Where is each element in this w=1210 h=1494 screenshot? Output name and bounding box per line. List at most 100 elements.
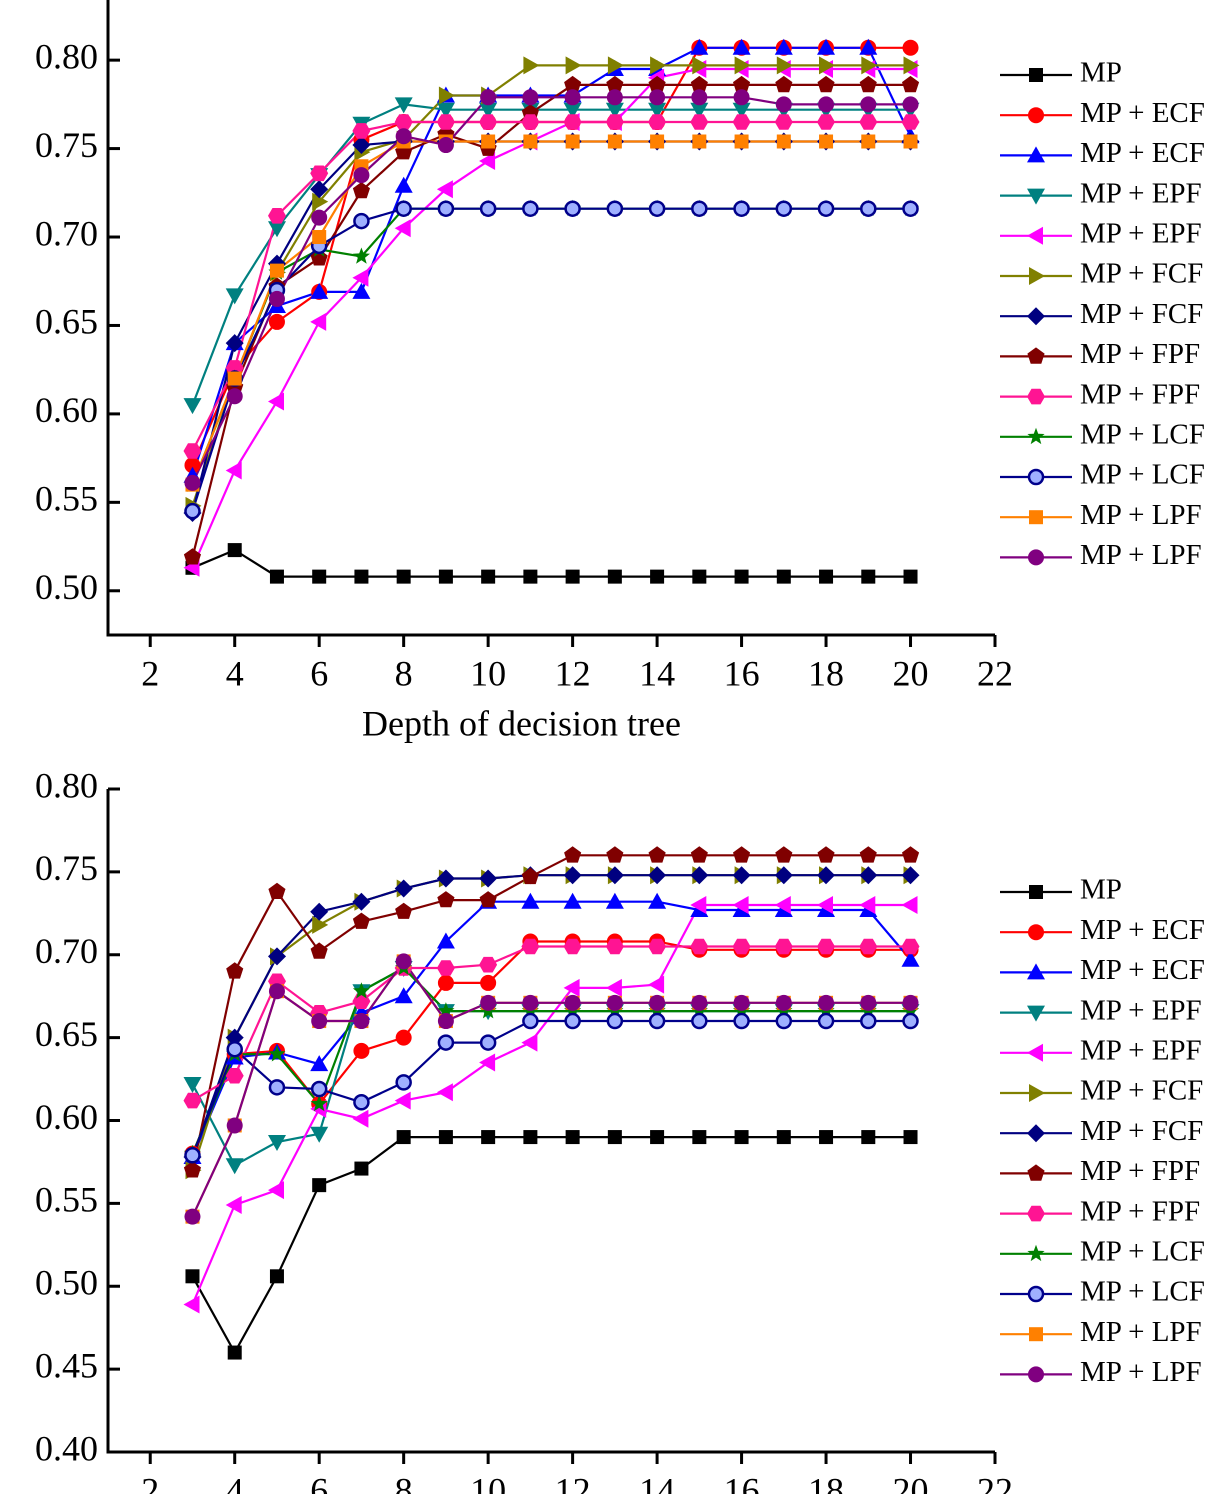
marker (225, 334, 244, 353)
marker (437, 1002, 455, 1019)
marker (859, 38, 878, 55)
marker (563, 892, 582, 909)
marker (310, 1080, 328, 1098)
marker (268, 313, 285, 330)
marker (734, 134, 749, 149)
marker (1029, 1327, 1043, 1342)
marker (859, 866, 878, 885)
marker (311, 1013, 328, 1030)
legend-label: MP + EPF (1080, 1034, 1202, 1066)
marker (268, 1045, 286, 1062)
marker (1027, 188, 1045, 205)
series-line (191, 140, 911, 514)
marker (1028, 107, 1044, 124)
marker (733, 1012, 750, 1030)
marker (521, 938, 540, 955)
legend-label: MP + ECF (1080, 914, 1205, 946)
y-tick-label: 0.45 (35, 1345, 98, 1385)
y-tick-label: 0.60 (35, 1097, 98, 1137)
marker (521, 114, 540, 130)
marker (860, 200, 877, 217)
marker (310, 902, 329, 921)
legend-item: MP + FCF (1000, 1075, 1203, 1107)
marker (1027, 146, 1045, 163)
marker (607, 134, 622, 149)
marker (183, 548, 201, 565)
x-axis-label: Depth of decision tree (362, 703, 681, 743)
marker (268, 1135, 286, 1151)
legend-label: MP + FPF (1080, 338, 1200, 370)
marker (605, 866, 624, 885)
marker (606, 846, 624, 863)
legend-label: MP + LCF (1080, 1235, 1205, 1267)
x-tick-label: 14 (639, 1470, 675, 1494)
marker (648, 866, 667, 885)
marker (565, 56, 582, 75)
marker (312, 915, 329, 934)
marker (311, 209, 328, 226)
marker (860, 994, 877, 1011)
marker (903, 1130, 918, 1145)
marker (437, 200, 455, 217)
series-line (191, 83, 911, 558)
marker (607, 56, 624, 75)
marker (312, 1178, 327, 1193)
marker (268, 392, 284, 411)
marker (523, 1130, 538, 1145)
marker (436, 180, 453, 199)
legend-item: MP + FPF (1000, 378, 1200, 410)
marker (563, 938, 582, 955)
marker (183, 398, 202, 415)
marker (269, 569, 284, 584)
marker (227, 543, 242, 558)
y-tick-label: 0.50 (35, 1263, 98, 1303)
y-tick-label: 0.70 (35, 931, 98, 971)
marker (902, 75, 920, 93)
marker (352, 123, 371, 139)
x-tick-label: 4 (226, 653, 244, 693)
marker (352, 912, 370, 929)
marker (817, 846, 835, 863)
marker (523, 134, 538, 149)
marker (268, 1181, 284, 1200)
marker (479, 1034, 497, 1051)
marker (902, 200, 919, 217)
marker (648, 75, 666, 93)
y-tick-label: 0.65 (35, 302, 98, 342)
marker (1027, 1164, 1045, 1181)
x-tick-label: 2 (141, 1470, 159, 1494)
marker (480, 994, 497, 1011)
x-tick-label: 12 (555, 1470, 591, 1494)
legend-item: MP (1000, 57, 1122, 89)
marker (353, 1042, 370, 1059)
marker (648, 892, 667, 909)
marker (522, 994, 539, 1011)
marker (1027, 1043, 1043, 1062)
y-tick-label: 0.60 (35, 390, 98, 430)
marker (438, 569, 453, 584)
marker (690, 866, 709, 885)
marker (775, 75, 793, 93)
marker (310, 1094, 328, 1112)
marker (775, 846, 793, 863)
x-tick-label: 2 (141, 653, 159, 693)
marker (395, 1029, 412, 1046)
legend-label: MP + LPF (1080, 1356, 1202, 1388)
marker (901, 866, 920, 885)
marker (734, 56, 751, 75)
marker (734, 1130, 749, 1145)
marker (1029, 885, 1043, 899)
marker (437, 1034, 455, 1051)
x-tick-label: 6 (310, 653, 328, 693)
marker (395, 200, 412, 217)
marker (395, 1074, 412, 1091)
marker (310, 165, 329, 182)
marker (312, 192, 329, 211)
marker (902, 846, 920, 863)
marker (775, 994, 792, 1011)
marker (395, 953, 412, 970)
legend-label: MP + FPF (1080, 1195, 1200, 1227)
marker (183, 1092, 202, 1109)
marker (819, 1130, 834, 1145)
